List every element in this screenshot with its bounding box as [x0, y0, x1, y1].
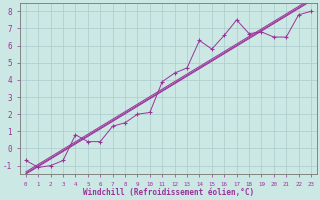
- X-axis label: Windchill (Refroidissement éolien,°C): Windchill (Refroidissement éolien,°C): [83, 188, 254, 197]
